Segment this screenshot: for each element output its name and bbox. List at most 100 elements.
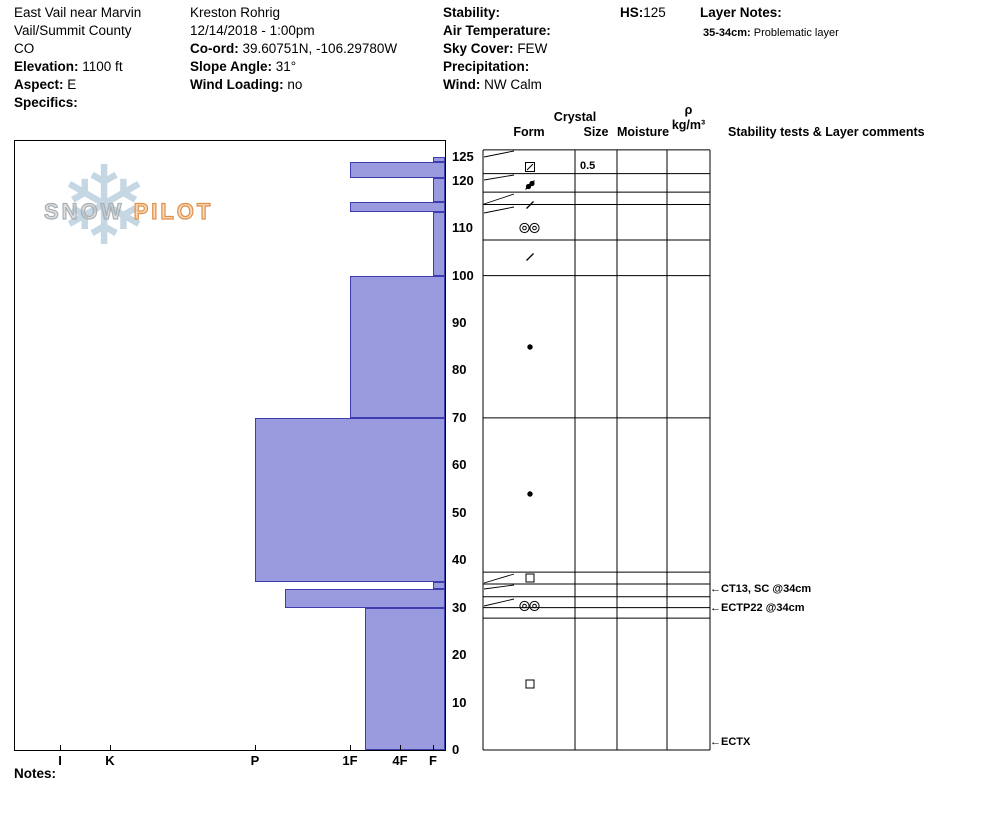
stability-test-annotation: ←ECTP22 @34cm (710, 602, 805, 614)
wind-loading-field: Wind Loading: no (190, 76, 302, 94)
layer-note-entry: 35-34cm: Problematic layer (703, 24, 839, 42)
specifics-field: Specifics: (14, 94, 78, 112)
moisture-column-header: Moisture (617, 125, 670, 139)
height-of-snow-label: HS: (620, 5, 644, 20)
elevation-value: 1100 ft (82, 59, 123, 74)
density-units-header: kg/m³ (671, 118, 706, 132)
hardness-tick-label: 4F (392, 753, 408, 768)
wind-loading-label: Wind Loading: (190, 77, 284, 92)
sky-cover-field: Sky Cover: FEW (443, 40, 547, 58)
slope-angle-field: Slope Angle: 31° (190, 58, 296, 76)
logo-pilot-word: PILOT (133, 198, 214, 224)
crystal-column-group-header: Crystal (553, 110, 597, 124)
depth-tick-label: 70 (452, 409, 467, 425)
pit-name-line-1: East Vail near Marvin (14, 5, 142, 20)
stability-test-annotation: ←CT13, SC @34cm (710, 583, 811, 595)
left-arrow-icon: ← (710, 735, 721, 748)
coordinates-label: Co-ord: (190, 41, 239, 56)
layer-notes-header: Layer Notes: (700, 4, 782, 22)
air-temperature-label: Air Temperature: (443, 23, 551, 38)
grain-form-cluster-icon (524, 179, 537, 192)
stability-test-text: ECTP22 @34cm (721, 602, 805, 615)
depth-tick-label: 60 (452, 457, 467, 473)
depth-tick-label: 50 (452, 504, 467, 520)
layer-notes-label: Layer Notes: (700, 5, 782, 20)
elevation-field: Elevation: 1100 ft (14, 58, 123, 76)
hardness-axis-tick (110, 745, 111, 751)
sky-cover-label: Sky Cover: (443, 41, 514, 56)
hardness-tick-label: 1F (342, 753, 358, 768)
depth-tick-label: 40 (452, 552, 467, 568)
height-of-snow-field: HS:125 (620, 4, 666, 22)
wind-field: Wind: NW Calm (443, 76, 542, 94)
pit-name-line-2: Vail/Summit County (14, 23, 132, 38)
observation-datetime: 12/14/2018 - 1:00pm (190, 23, 315, 38)
hardness-axis-tick (400, 745, 401, 751)
wind-value: NW Calm (484, 77, 542, 92)
grain-form-dot-icon (525, 489, 535, 499)
hardness-axis-tick (255, 745, 256, 751)
snow-layer-bar (285, 588, 445, 608)
air-temperature-field: Air Temperature: (443, 22, 551, 40)
depth-tick-label: 100 (452, 267, 474, 283)
coordinates-field: Co-ord: 39.60751N, -106.29780W (190, 40, 397, 58)
wind-loading-value: no (287, 77, 303, 92)
hardness-profile-plot-frame (14, 140, 446, 751)
stability-tests-column-header: Stability tests & Layer comments (728, 125, 925, 139)
aspect-value: E (67, 77, 77, 92)
snow-layer-bar (433, 178, 445, 203)
aspect-label: Aspect: (14, 77, 64, 92)
logo-snow-word: SNOW (43, 198, 125, 224)
elevation-label: Elevation: (14, 59, 79, 74)
grain-size-value: 0.5 (580, 160, 596, 173)
slope-angle-value: 31° (275, 59, 297, 74)
left-arrow-icon: ← (710, 602, 721, 615)
hardness-axis-tick (433, 745, 434, 751)
precipitation-label: Precipitation: (443, 59, 530, 74)
layer-note-text: Problematic layer (753, 27, 839, 39)
wind-label: Wind: (443, 77, 481, 92)
snow-layer-bar (365, 607, 445, 750)
layer-note-depth: 35-34cm: (703, 27, 751, 39)
hardness-tick-label: P (250, 753, 260, 768)
hardness-axis-tick (60, 745, 61, 751)
snow-layer-bar (255, 417, 445, 582)
stability-test-text: ECTX (721, 735, 751, 748)
stability-test-text: CT13, SC @34cm (721, 583, 812, 596)
density-symbol-header: ρ (684, 103, 693, 117)
hardness-tick-label: F (429, 753, 437, 768)
snow-layer-bar (433, 581, 445, 589)
form-column-header: Form (513, 125, 545, 139)
coordinates-value: 39.60751N, -106.29780W (242, 41, 398, 56)
snow-layer-bar (433, 211, 445, 276)
snow-layer-bar (350, 202, 445, 212)
snow-layer-bar (350, 275, 445, 418)
grain-form-square-icon (525, 573, 536, 584)
grain-form-square-icon (525, 678, 536, 689)
depth-tick-label: 30 (452, 599, 467, 615)
stability-test-annotation: ←ECTX (710, 736, 750, 748)
size-column-header: Size (583, 125, 609, 139)
left-arrow-icon: ← (710, 583, 721, 596)
hardness-tick-label: K (105, 753, 115, 768)
pit-name-line-3: CO (14, 41, 35, 56)
hardness-axis-tick (350, 745, 351, 751)
snow-layer-bar (350, 161, 445, 179)
depth-tick-label: 20 (452, 647, 467, 663)
grain-form-slashed-square-icon (524, 161, 536, 173)
specifics-label: Specifics: (14, 95, 78, 110)
height-of-snow-value: 125 (643, 5, 666, 20)
grain-form-dot-icon (525, 342, 535, 352)
slope-angle-label: Slope Angle: (190, 59, 273, 74)
aspect-field: Aspect: E (14, 76, 76, 94)
stability-label: Stability: (443, 5, 501, 20)
depth-tick-label: 125 (452, 149, 474, 164)
grain-form-double-bullseye-icon (518, 600, 542, 613)
hardness-tick-label: I (58, 753, 62, 768)
grain-form-slash-icon (524, 199, 536, 211)
grain-form-double-bullseye-icon (518, 222, 542, 235)
depth-tick-label: 80 (452, 362, 467, 378)
observer-name: Kreston Rohrig (190, 5, 281, 20)
depth-tick-label: 0 (452, 742, 460, 757)
